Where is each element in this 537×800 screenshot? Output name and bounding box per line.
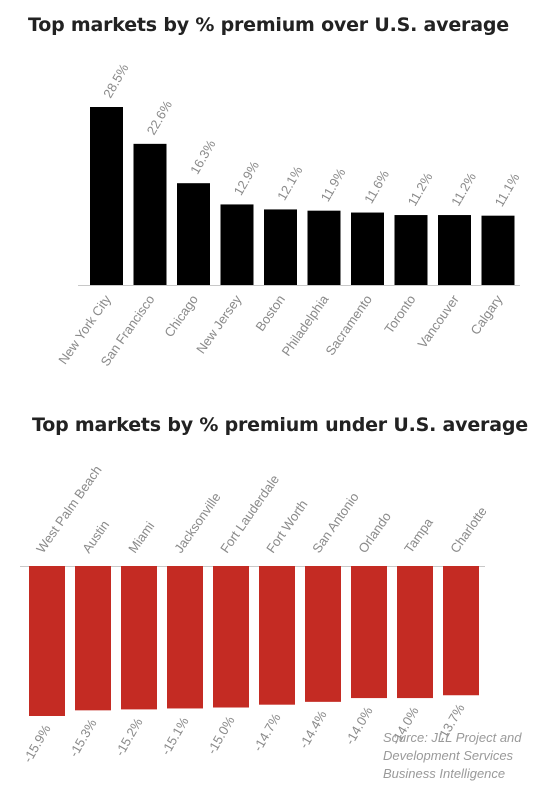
source-note: Source: JLL Project and Development Serv… [383,729,533,783]
category-label-over-4: Boston [252,292,288,334]
bar-over-2 [177,183,210,285]
category-label-under-2: Miami [125,519,157,556]
value-label-over-4: 12.1% [274,163,306,203]
bar-over-9 [481,215,515,285]
value-label-over-2: 16.3% [187,137,219,177]
value-label-over-5: 11.9% [318,165,349,204]
bar-under-0 [29,566,65,716]
value-label-under-3: -15.1% [158,714,192,758]
value-label-under-2: -15.2% [112,715,146,759]
category-label-over-9: Calgary [467,292,505,338]
bar-over-1 [133,143,167,285]
value-label-under-5: -14.7% [250,710,284,754]
value-label-over-8: 11.2% [448,170,479,209]
chart-title-under: Top markets by % premium under U.S. aver… [32,414,528,436]
value-label-over-3: 12.9% [231,158,263,198]
bar-under-2 [121,566,157,710]
bar-over-7 [394,215,428,285]
value-label-over-7: 11.2% [405,170,436,209]
value-label-under-7: -14.0% [342,704,376,748]
source-line: Business Intelligence [383,766,506,781]
bar-under-5 [259,566,295,705]
bar-over-8 [438,215,471,285]
value-label-under-0: -15.9% [20,722,54,766]
value-label-under-4: -15.0% [204,713,238,757]
source-line: Development Services [383,748,514,763]
category-label-over-8: Vancouver [415,292,463,351]
bar-over-5 [307,210,341,285]
category-label-under-7: Orlando [355,509,394,555]
value-label-over-9: 11.1% [492,170,523,209]
category-label-under-3: Jacksonville [171,490,223,556]
value-label-under-1: -15.3% [66,716,100,760]
bar-over-4 [264,209,297,285]
value-label-under-6: -14.4% [296,707,330,751]
bar-under-8 [397,566,433,699]
category-label-under-6: San Antonio [309,490,362,556]
category-label-over-3: New Jersey [193,292,245,357]
bar-under-1 [75,566,111,711]
value-label-over-1: 22.6% [144,98,176,138]
bar-under-9 [443,566,479,696]
bar-under-3 [167,566,203,709]
category-label-over-7: Toronto [381,292,418,336]
value-label-over-0: 28.5% [100,61,132,101]
category-label-over-2: Chicago [161,292,201,340]
chart-title-over: Top markets by % premium over U.S. avera… [28,14,509,36]
bar-under-4 [213,566,249,708]
bar-over-0 [90,107,123,285]
bar-under-7 [351,566,387,699]
value-label-over-6: 11.6% [361,167,392,206]
source-line: Source: JLL Project and [383,730,522,745]
category-label-under-9: Charlotte [447,504,490,556]
bar-under-6 [305,566,341,702]
category-label-under-1: Austin [79,518,112,556]
bar-over-6 [351,212,384,285]
category-label-under-8: Tampa [401,515,436,556]
bar-over-3 [220,204,254,285]
category-label-under-5: Fort Worth [263,497,310,556]
